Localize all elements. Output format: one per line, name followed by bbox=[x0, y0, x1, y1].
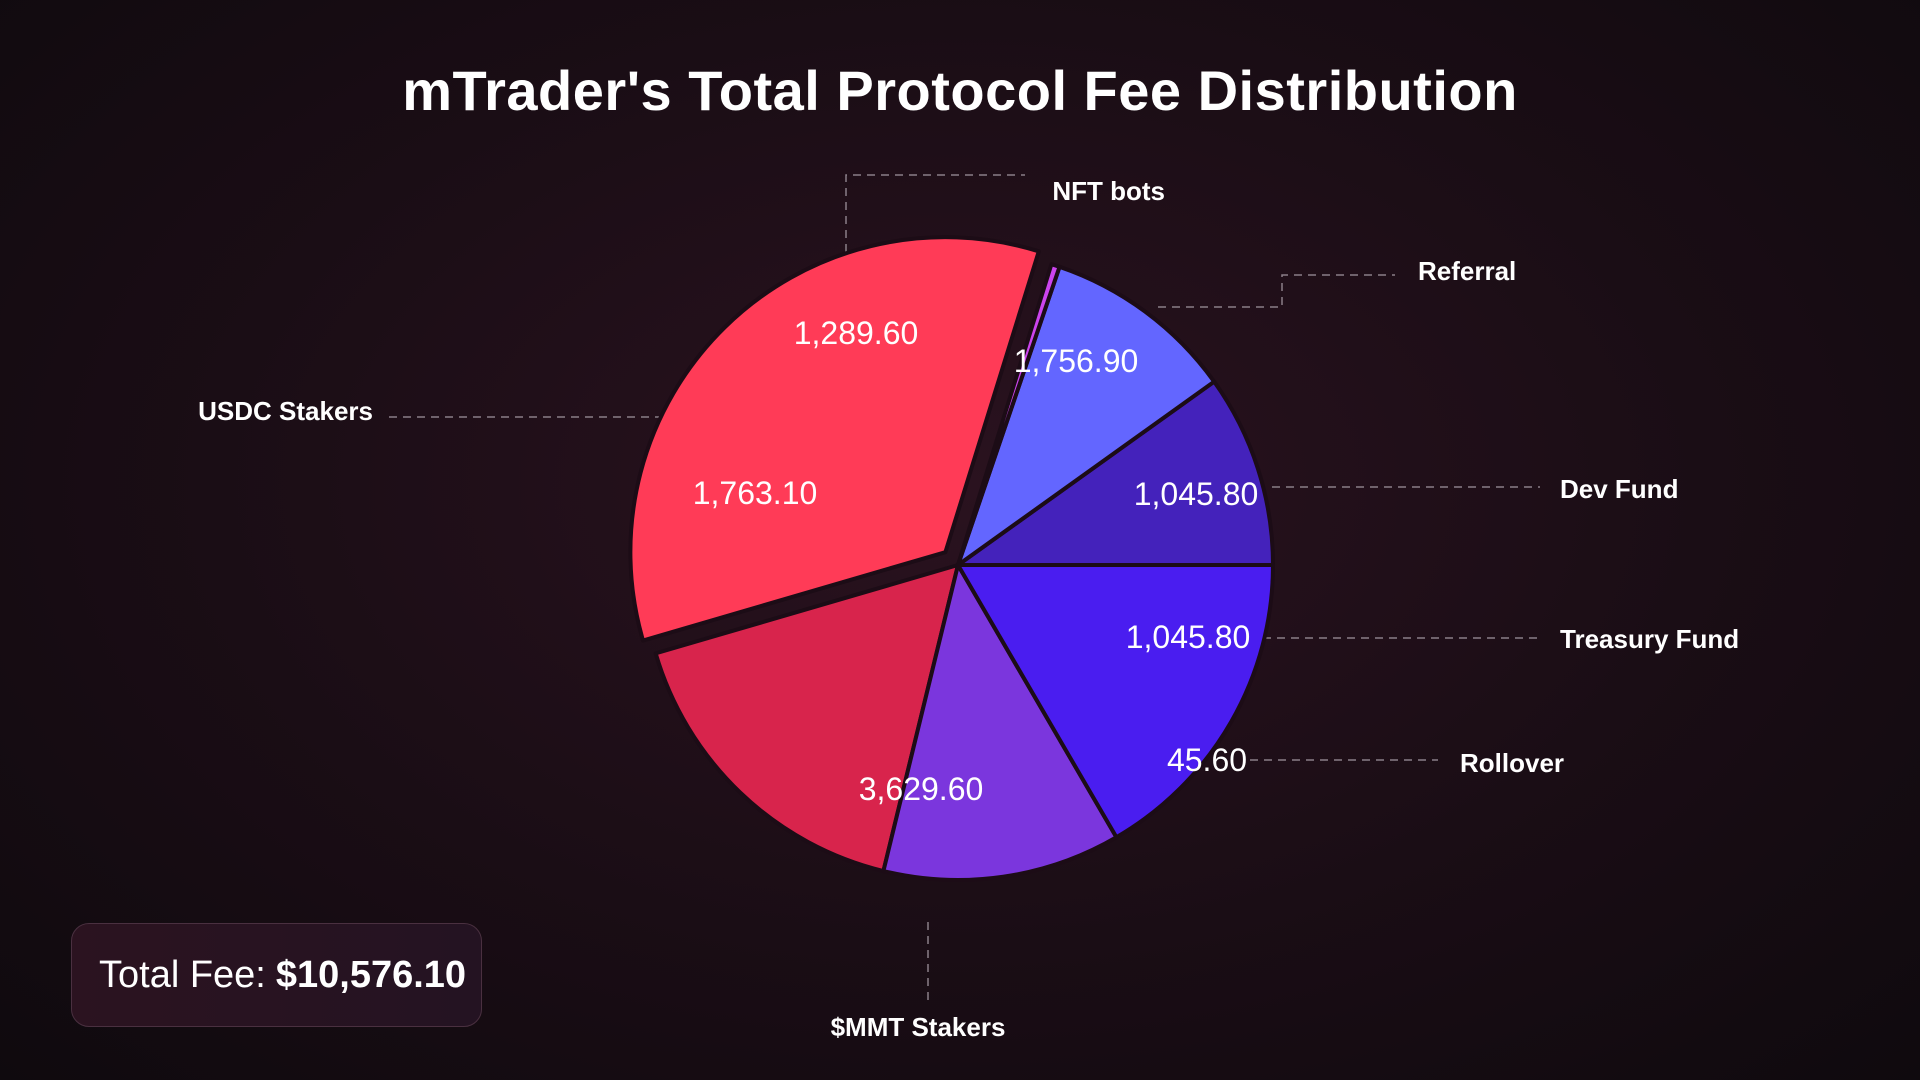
total-fee-value: $10,576.10 bbox=[275, 953, 467, 996]
category-labels: Dev Fund Treasury Fund Rollover $MMT Staker… bbox=[198, 176, 1739, 1042]
slice-value-label: 1,756.90 bbox=[1014, 343, 1139, 379]
pie-slices bbox=[628, 235, 1275, 882]
pie-slice-dev-fund bbox=[956, 379, 1275, 567]
slice-value-label: 1,045.80 bbox=[1134, 476, 1259, 512]
pie-slice-usdc-stakers bbox=[653, 563, 960, 874]
pie-slice-treasury-fund bbox=[956, 264, 1217, 567]
slice-value-labels: 1,045.80 1,045.80 45.60 3,629.60 1,763.10 1,2… bbox=[693, 315, 1259, 807]
leader-line bbox=[845, 174, 1025, 266]
category-label: Referral bbox=[1418, 256, 1516, 286]
pie-slice-mmt-stakers bbox=[628, 235, 1041, 643]
chart-title: mTrader's Total Protocol Fee Distributio… bbox=[402, 59, 1518, 122]
category-label: USDC Stakers bbox=[198, 396, 373, 426]
slice-value-label: 1,289.60 bbox=[794, 315, 919, 351]
pie-slice-nft-bots bbox=[881, 563, 1119, 882]
slice-value-label: 1,045.80 bbox=[1126, 619, 1251, 655]
category-label: Rollover bbox=[1460, 748, 1564, 778]
pie-slice-rollover bbox=[956, 262, 1062, 567]
total-fee-label: Total Fee: bbox=[99, 953, 266, 996]
category-label: Dev Fund bbox=[1560, 474, 1678, 504]
pie-slice-referral bbox=[956, 563, 1275, 840]
total-fee-box: Total Fee: $10,576.10 bbox=[71, 923, 482, 1027]
category-label: $MMT Stakers bbox=[831, 1012, 1006, 1042]
slice-value-label: 1,763.10 bbox=[693, 475, 818, 511]
leader-lines bbox=[386, 174, 1540, 1000]
slice-value-label: 45.60 bbox=[1167, 742, 1247, 778]
category-label: Treasury Fund bbox=[1560, 624, 1739, 654]
slice-value-label: 3,629.60 bbox=[859, 771, 984, 807]
leader-line bbox=[1158, 274, 1395, 308]
category-label: NFT bots bbox=[1052, 176, 1165, 206]
